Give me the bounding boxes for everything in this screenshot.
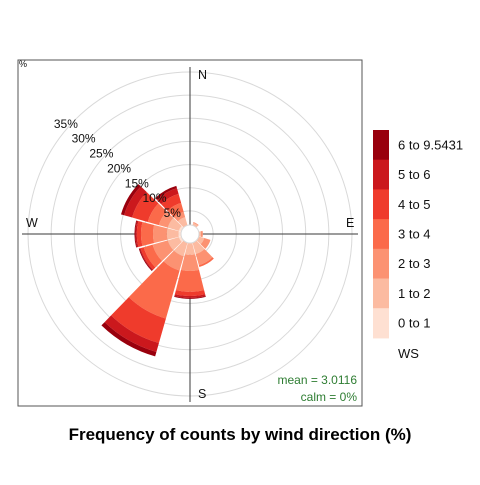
direction-label-s: S bbox=[198, 387, 206, 401]
sector-330-bin-2 bbox=[177, 217, 188, 228]
sector-300-bin-2 bbox=[167, 217, 182, 231]
sector-240-bin-4 bbox=[143, 244, 163, 268]
legend-label-7: 6 to 9.5431 bbox=[398, 137, 463, 152]
sector-180-bin-2 bbox=[184, 242, 196, 255]
sector-270-bin-5 bbox=[136, 221, 143, 247]
sector-270-bin-1 bbox=[178, 231, 182, 237]
sector-330-bin-3 bbox=[173, 211, 186, 222]
sector-270-bin-7 bbox=[134, 220, 138, 248]
radial-tick-label-7: 35% bbox=[54, 117, 78, 131]
sector-150-bin-2 bbox=[192, 240, 205, 255]
radial-tick-label-4: 20% bbox=[107, 162, 131, 176]
sector-240-bin-6 bbox=[139, 248, 154, 271]
radial-unit-label: % bbox=[19, 59, 27, 69]
sector-240-bin-1 bbox=[178, 236, 184, 243]
radial-tick-label-6: 30% bbox=[72, 132, 96, 146]
sector-330-bin-5 bbox=[161, 193, 182, 211]
sector-300-bin-4 bbox=[147, 203, 167, 226]
mean-label: mean = 3.0116 bbox=[277, 373, 357, 387]
legend-label-3: 2 to 3 bbox=[398, 256, 431, 271]
sector-120-bin-3 bbox=[200, 238, 211, 249]
sector-180-bin-6 bbox=[174, 294, 206, 298]
sector-240-bin-7 bbox=[138, 248, 153, 272]
radial-tick-label-5: 25% bbox=[89, 147, 113, 161]
sector-270-bin-4 bbox=[140, 222, 155, 246]
sector-180-bin-7 bbox=[174, 295, 206, 299]
chart-title: Frequency of counts by wind direction (%… bbox=[69, 425, 412, 444]
sector-300-bin-5 bbox=[132, 192, 159, 222]
sector-270-bin-3 bbox=[152, 224, 168, 244]
sector-180-bin-4 bbox=[175, 269, 205, 292]
sector-330-bin-6 bbox=[156, 188, 179, 205]
legend-swatch-7 bbox=[373, 130, 389, 161]
legend: 6 to 9.5431 5 to 6 4 to 5 3 to 4 2 to 3 1 to … bbox=[373, 130, 463, 339]
radial-tick-labels: 5%10%15%20%25%30%35% bbox=[54, 117, 181, 220]
legend-swatch-1 bbox=[373, 308, 389, 339]
legend-label-4: 3 to 4 bbox=[398, 226, 431, 241]
sector-270-bin-6 bbox=[135, 220, 139, 248]
direction-label-n: N bbox=[198, 68, 207, 82]
sector-210-bin-5 bbox=[111, 297, 166, 344]
legend-swatch-5 bbox=[373, 189, 389, 220]
sector-120-bin-2 bbox=[196, 236, 205, 245]
legend-label-5: 4 to 5 bbox=[398, 197, 431, 212]
calm-label: calm = 0% bbox=[301, 390, 358, 404]
sector-300-bin-7 bbox=[121, 184, 141, 216]
direction-label-e: E bbox=[346, 216, 354, 230]
legend-swatch-6 bbox=[373, 159, 389, 190]
sector-330-bin-4 bbox=[167, 202, 184, 218]
legend-label-1: 0 to 1 bbox=[398, 316, 431, 331]
legend-label-6: 5 to 6 bbox=[398, 167, 431, 182]
sector-30-bin-3 bbox=[193, 221, 199, 226]
sector-150-bin-3 bbox=[195, 248, 213, 266]
sector-300-bin-3 bbox=[158, 211, 174, 228]
sector-240-bin-2 bbox=[167, 237, 182, 251]
sector-270-bin-2 bbox=[166, 228, 179, 240]
radial-tick-label-1: 5% bbox=[164, 206, 182, 220]
sector-210-bin-2 bbox=[173, 240, 188, 257]
sector-210-bin-6 bbox=[104, 315, 159, 352]
sector-210-bin-7 bbox=[101, 322, 157, 357]
radial-tick-label-3: 15% bbox=[125, 176, 149, 190]
legend-title: WS bbox=[398, 346, 419, 361]
sector-240-bin-3 bbox=[152, 240, 174, 262]
sector-90-bin-3 bbox=[200, 230, 203, 238]
sector-180-bin-5 bbox=[174, 290, 206, 297]
sector-150-bin-4 bbox=[198, 257, 214, 267]
legend-swatch-2 bbox=[373, 278, 389, 309]
direction-label-w: W bbox=[26, 216, 38, 230]
radial-tick-label-2: 10% bbox=[142, 191, 166, 205]
legend-label-2: 1 to 2 bbox=[398, 286, 431, 301]
legend-swatch-3 bbox=[373, 248, 389, 279]
center-calm-circle bbox=[180, 224, 200, 244]
sector-330-bin-7 bbox=[155, 185, 177, 200]
sector-300-bin-6 bbox=[124, 186, 147, 218]
legend-swatch-4 bbox=[373, 219, 389, 250]
sector-30-bin-2 bbox=[192, 222, 199, 228]
sector-180-bin-3 bbox=[180, 254, 200, 272]
sector-300-bin-1 bbox=[178, 225, 184, 232]
sector-210-bin-4 bbox=[128, 261, 180, 319]
sector-240-bin-5 bbox=[140, 247, 156, 270]
sector-210-bin-3 bbox=[163, 250, 184, 271]
